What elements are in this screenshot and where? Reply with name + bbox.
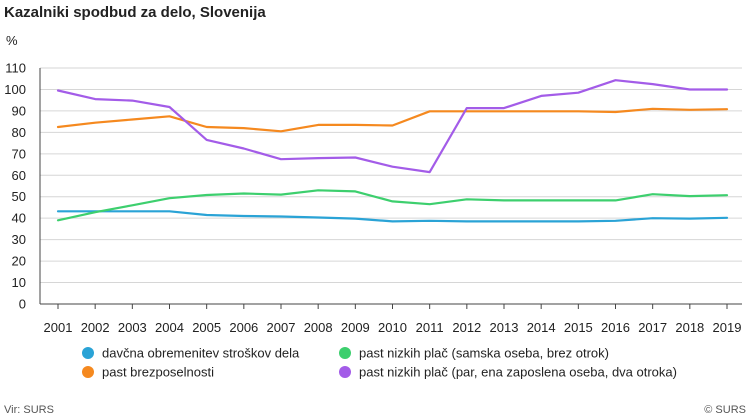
legend-label-2: past brezposelnosti [102,365,214,380]
x-tick-label: 2003 [118,320,147,335]
y-tick-labels: 0 10 20 30 40 50 60 70 80 90 100 110 [4,61,26,312]
y-tick-label: 110 [5,61,26,76]
x-tick-label: 2016 [601,320,630,335]
y-tick-label: 90 [12,103,26,118]
y-tick-label: 100 [4,82,26,97]
x-tick-label: 2008 [304,320,333,335]
x-tick-label: 2002 [81,320,110,335]
x-tick-label: 2019 [713,320,742,335]
legend: davčna obremenitev stroškov dela past bre… [82,346,677,380]
series-line-4 [56,79,729,174]
series-line-3 [56,189,729,222]
x-tick-label: 2005 [192,320,221,335]
x-tick-labels: 2001 2002 2003 2004 2005 2006 2007 2008 2009 2010… [44,304,742,335]
series-lines [56,79,729,223]
y-axis-unit: % [6,33,18,48]
y-tick-label: 70 [12,146,26,161]
x-tick-label: 2017 [638,320,667,335]
legend-label-1: davčna obremenitev stroškov dela [102,346,300,361]
x-tick-label: 2010 [378,320,407,335]
x-tick-label: 2012 [452,320,481,335]
y-tick-label: 50 [12,189,26,204]
legend-marker-3 [339,347,351,359]
y-tick-label: 80 [12,125,26,140]
legend-label-4: past nizkih plač (par, ena zaposlena ose… [359,365,677,380]
x-tick-label: 2013 [490,320,519,335]
y-tick-label: 40 [12,211,26,226]
chart-title: Kazalniki spodbud za delo, Slovenija [4,4,266,21]
x-tick-label: 2004 [155,320,184,335]
legend-label-3: past nizkih plač (samska oseba, brez otr… [359,346,609,361]
copyright-note: © SURS [704,404,746,416]
y-tick-label: 60 [12,168,26,183]
series-line-1 [56,210,729,223]
y-tick-label: 30 [12,232,26,247]
x-tick-label: 2006 [229,320,258,335]
x-tick-label: 2007 [267,320,296,335]
y-tick-label: 10 [12,275,26,290]
legend-marker-1 [82,347,94,359]
legend-marker-2 [82,366,94,378]
x-tick-label: 2011 [416,320,444,335]
x-tick-label: 2009 [341,320,370,335]
x-tick-label: 2001 [44,320,73,335]
legend-marker-4 [339,366,351,378]
y-tick-label: 0 [19,297,26,312]
series-line-2 [56,107,729,133]
x-tick-label: 2018 [675,320,704,335]
x-tick-label: 2015 [564,320,593,335]
x-tick-label: 2014 [527,320,556,335]
source-note: Vir: SURS [4,404,54,416]
y-tick-label: 20 [12,254,26,269]
